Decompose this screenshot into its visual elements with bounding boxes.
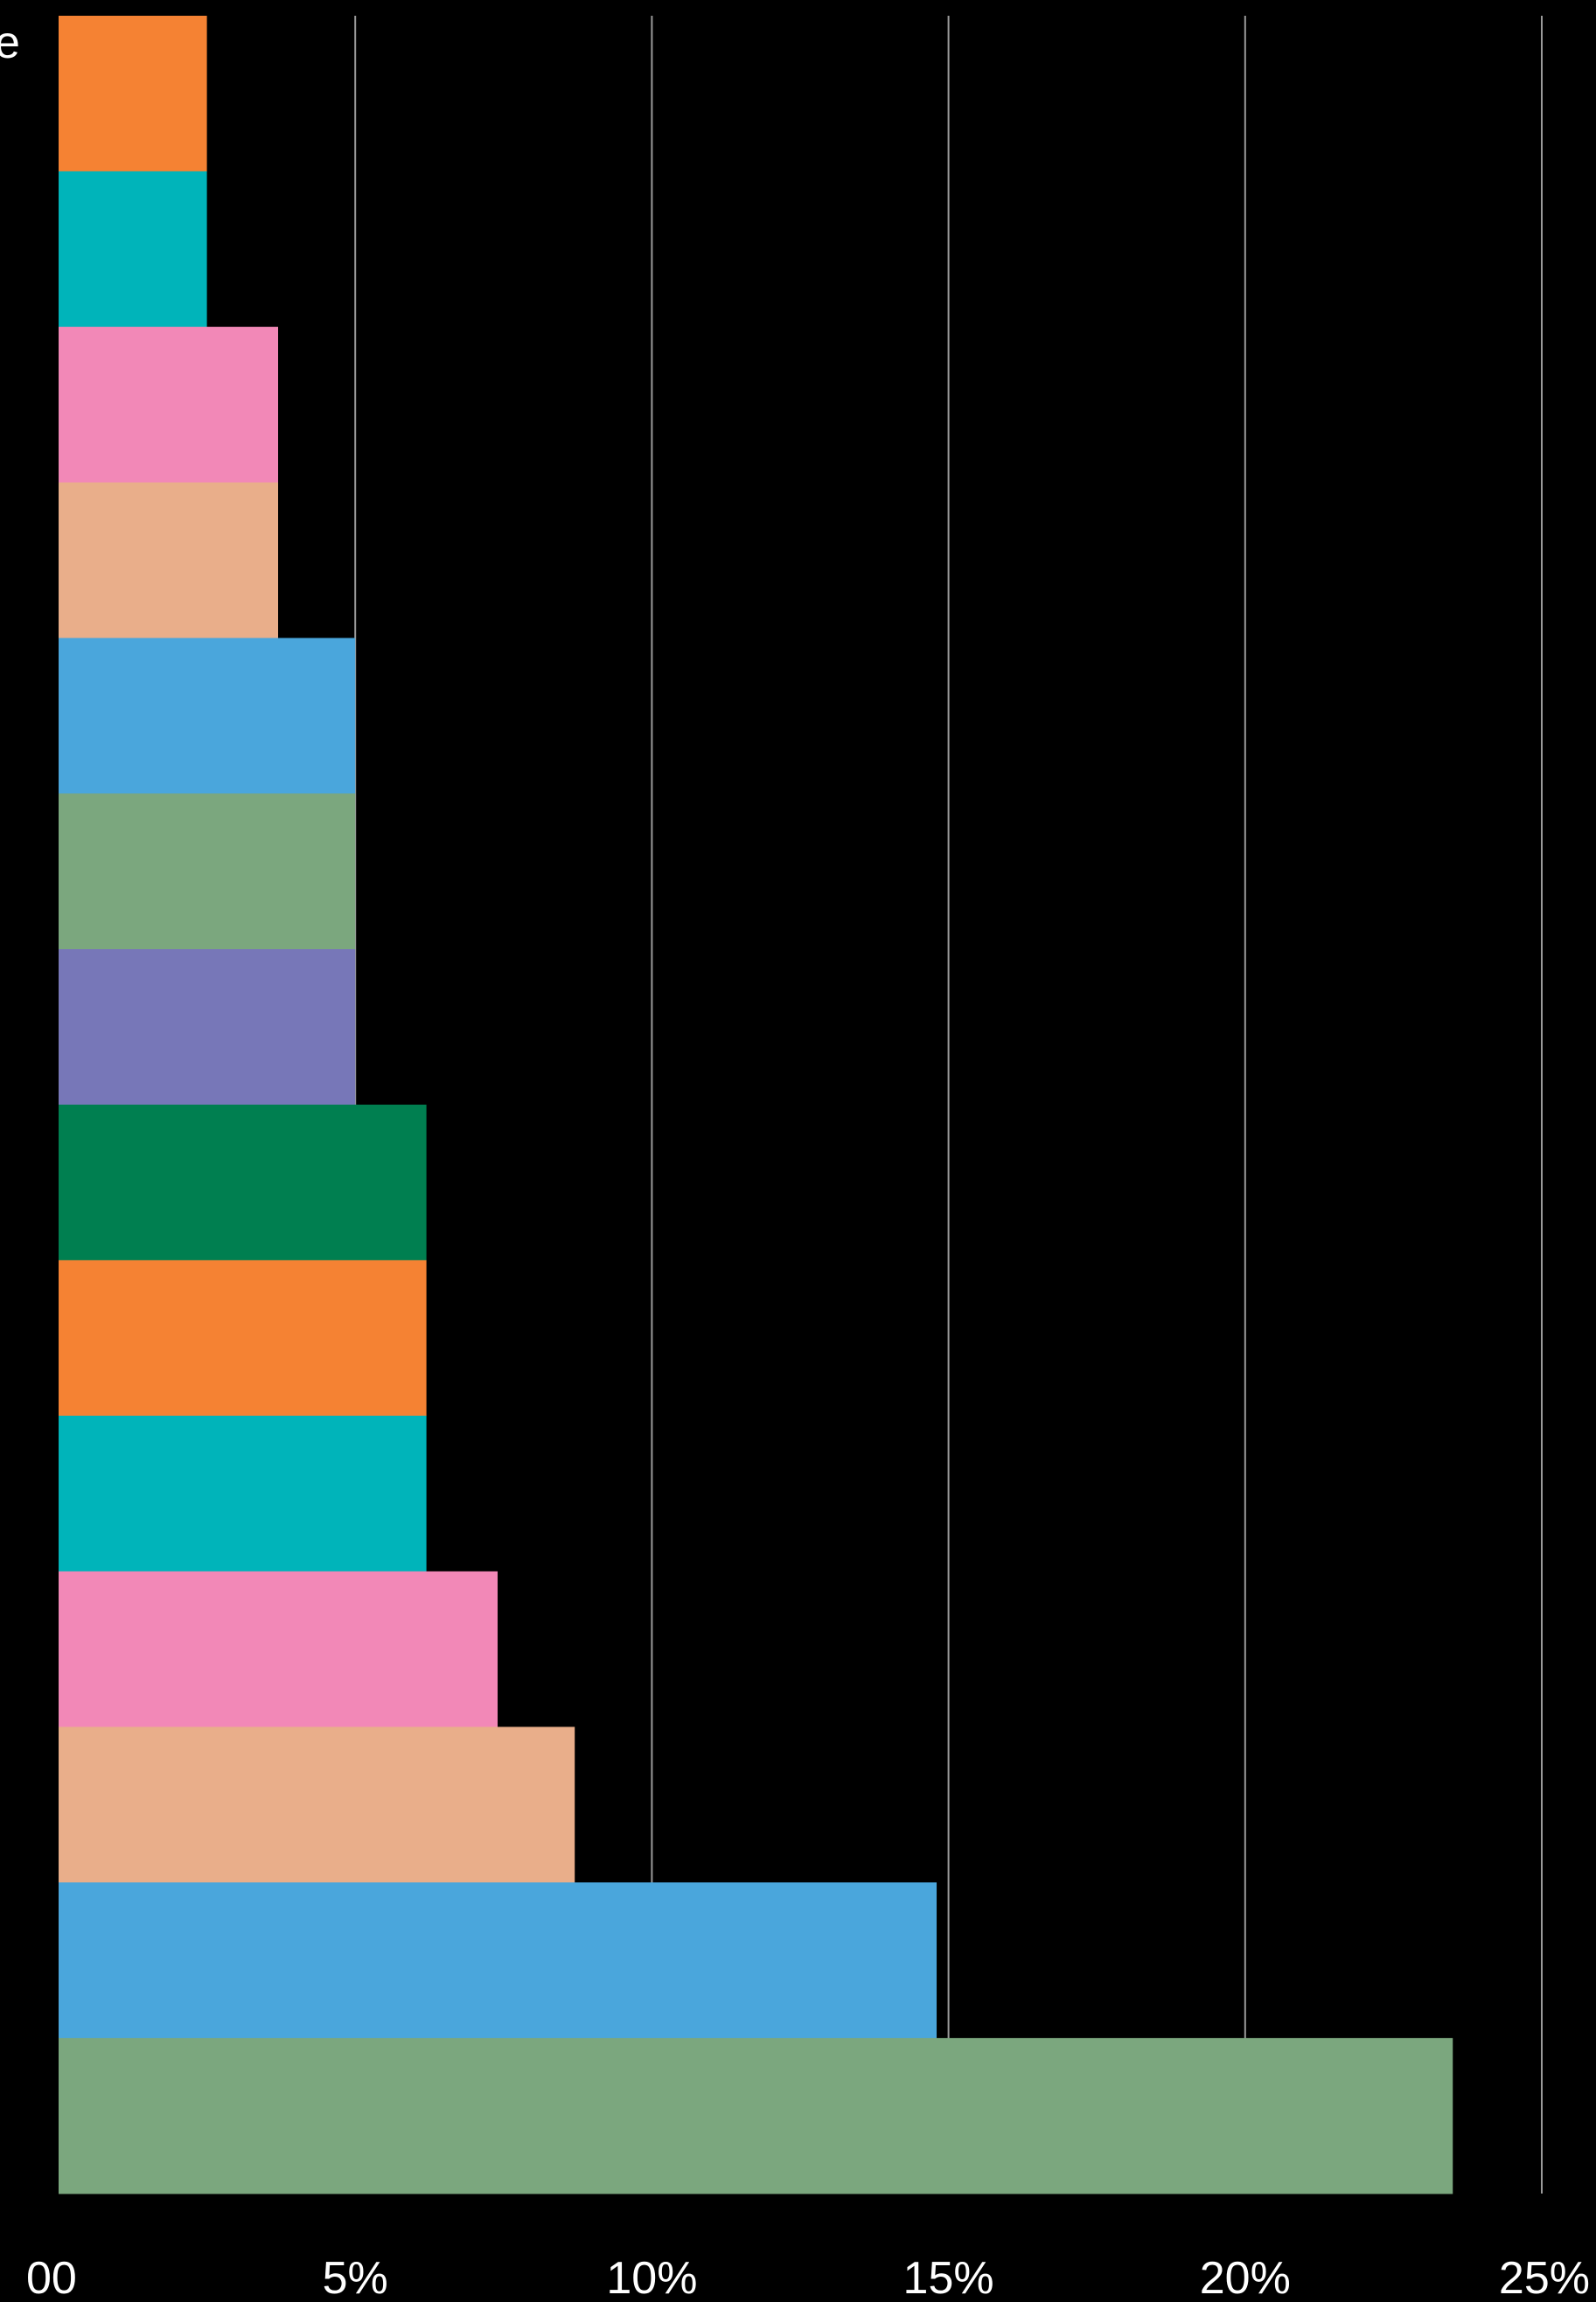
bar-3	[59, 326, 279, 484]
bar-2	[59, 171, 207, 328]
x-tick-label-2: 10%	[606, 2253, 697, 2302]
bars	[59, 16, 1453, 2194]
x-tick-label-4: 20%	[1200, 2253, 1291, 2302]
bar-5	[59, 638, 356, 794]
bar-1	[59, 16, 207, 172]
bar-10	[59, 1415, 427, 1573]
bar-9	[59, 1259, 427, 1417]
x-axis-tick-labels: 00 5% 10% 15% 20% 25%	[26, 2253, 1590, 2302]
bar-12	[59, 1726, 575, 1883]
bar-7	[59, 949, 356, 1106]
bar-6	[59, 793, 356, 950]
bar-4	[59, 482, 279, 638]
clipped-category-label: e	[0, 17, 20, 68]
x-tick-label-5: 25%	[1499, 2253, 1590, 2302]
bar-13	[59, 1882, 937, 2039]
bar-8	[59, 1105, 427, 1261]
x-tick-label-0: 00	[26, 2253, 77, 2302]
bar-14	[59, 2038, 1453, 2194]
bar-11	[59, 1571, 498, 1727]
x-tick-label-3: 15%	[903, 2253, 994, 2302]
x-tick-label-1: 5%	[323, 2253, 388, 2302]
